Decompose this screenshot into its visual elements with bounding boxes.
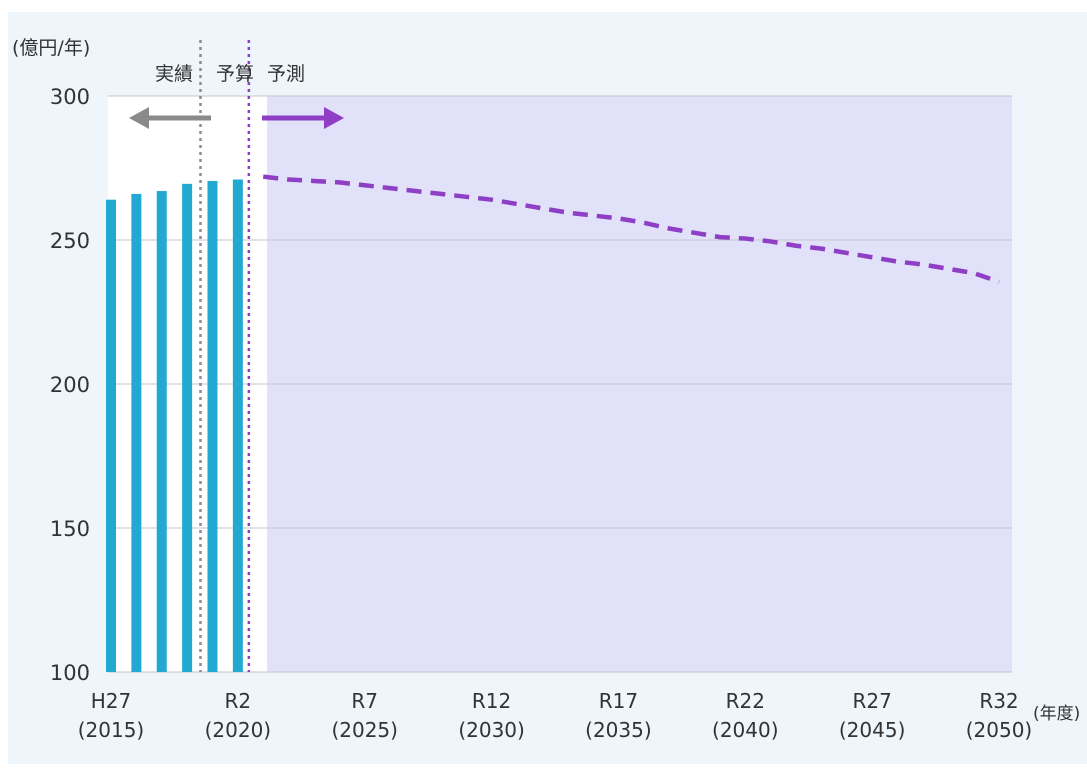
chart-panel: 100 150 200 250 300 実績 予算 予測 (億円/年) (年度) H27 (2015)… (8, 12, 1087, 764)
axis-labels: 100 150 200 250 300 実績 予算 予測 (億円/年) (年度) H27 (2015)… (12, 37, 1080, 742)
y-tick-label: 300 (50, 85, 90, 109)
x-tick-year: (2040) (712, 718, 779, 742)
y-tick-label: 250 (50, 229, 90, 253)
x-tick-era: R22 (726, 689, 765, 713)
x-tick-year: (2025) (331, 718, 398, 742)
bar-2016 (131, 193, 142, 673)
chart-svg: 100 150 200 250 300 実績 予算 予測 (億円/年) (年度) H27 (2015)… (12, 37, 1080, 742)
x-tick-era: R7 (351, 689, 378, 713)
actual-arrow-head (129, 107, 149, 129)
period-label-budget: 予算 (216, 63, 254, 85)
period-dividers (199, 40, 251, 672)
bar-2018 (182, 183, 193, 672)
x-tick-year: (2030) (458, 718, 525, 742)
forecast-series (262, 174, 1000, 284)
x-tick-era: R12 (472, 689, 511, 713)
x-tick-year: (2035) (585, 718, 652, 742)
x-tick-era: R32 (979, 689, 1018, 713)
bar-series (106, 179, 243, 673)
bar-2015 (106, 199, 116, 672)
x-tick-year: (2015) (78, 718, 145, 742)
period-label-actual: 実績 (155, 63, 193, 85)
bar-2019 (207, 180, 218, 672)
x-tick-era: R17 (599, 689, 638, 713)
bar-2017 (156, 191, 167, 673)
x-unit-label: (年度) (1033, 704, 1080, 724)
x-tick-era: R2 (225, 689, 252, 713)
gridlines (108, 95, 1012, 673)
x-tick-era: H27 (91, 689, 132, 713)
forecast-line (262, 174, 1000, 284)
x-tick-year: (2020) (205, 718, 272, 742)
y-tick-label: 200 (50, 373, 90, 397)
forecast-arrow-head (324, 107, 344, 129)
y-tick-label: 150 (50, 517, 90, 541)
period-arrows (129, 107, 344, 129)
y-tick-label: 100 (50, 661, 90, 685)
x-tick-era: R27 (852, 689, 891, 713)
y-unit-label: (億円/年) (12, 37, 90, 59)
x-tick-year: (2045) (839, 718, 906, 742)
bar-2020 (232, 179, 243, 672)
x-tick-year: (2050) (966, 718, 1033, 742)
period-label-forecast: 予測 (267, 63, 305, 85)
